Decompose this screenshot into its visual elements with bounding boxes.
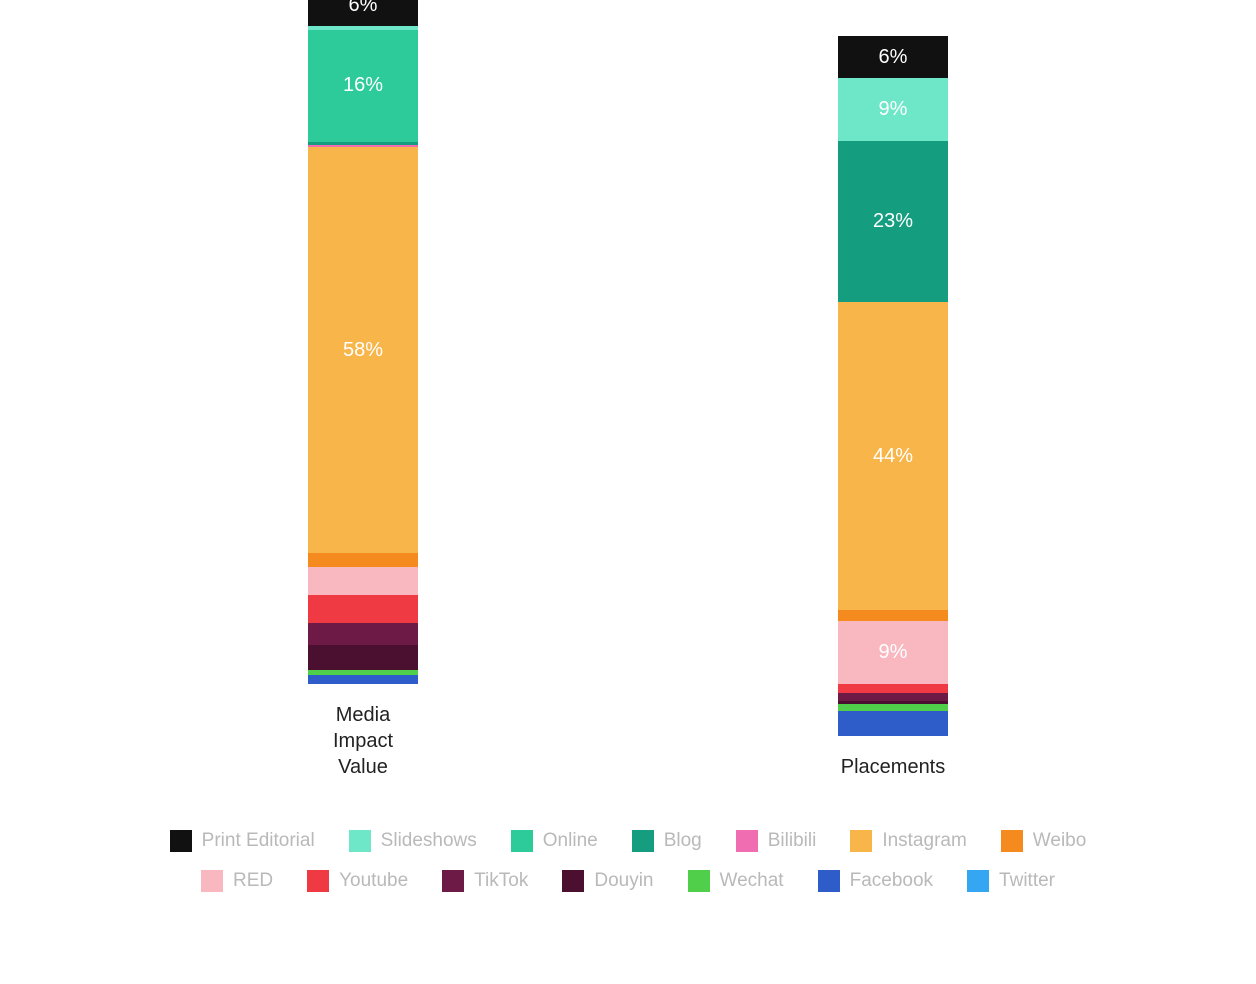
legend-swatch-bilibili xyxy=(736,830,758,852)
bar-column-placements: 6% 9% 23% 44% 9% Placements xyxy=(838,36,948,780)
legend-swatch-instagram xyxy=(850,830,872,852)
bar-column-miv: 6% 16% 58% MediaImpactValue xyxy=(308,0,418,780)
segment-miv-instagram: 58% xyxy=(308,147,418,553)
segment-placements-weibo xyxy=(838,610,948,621)
legend-swatch-blog xyxy=(632,830,654,852)
chart-legend: Print Editorial Slideshows Online Blog Bilib… xyxy=(78,830,1178,892)
legend-label: Weibo xyxy=(1033,830,1087,852)
legend-swatch-weibo xyxy=(1001,830,1023,852)
legend-label: Online xyxy=(543,830,598,852)
segment-placements-red: 9% xyxy=(838,621,948,684)
segment-label: 23% xyxy=(873,210,913,233)
segment-placements-instagram: 44% xyxy=(838,302,948,610)
legend-item-twitter[interactable]: Twitter xyxy=(967,870,1055,892)
segment-placements-print_editorial: 6% xyxy=(838,36,948,78)
legend-swatch-twitter xyxy=(967,870,989,892)
segment-label: 9% xyxy=(879,641,908,664)
segment-miv-tiktok xyxy=(308,623,418,645)
legend-item-blog[interactable]: Blog xyxy=(632,830,702,852)
legend-swatch-online xyxy=(511,830,533,852)
segment-placements-blog: 23% xyxy=(838,141,948,302)
legend-item-douyin[interactable]: Douyin xyxy=(562,870,653,892)
bars-area: 6%16%58%MediaImpactValue6%9%23%44%9%Plac… xyxy=(0,80,1256,780)
segment-label: 9% xyxy=(879,98,908,121)
legend-label: Douyin xyxy=(594,870,653,892)
segment-label: 44% xyxy=(873,445,913,468)
legend-label: Youtube xyxy=(339,870,408,892)
segment-miv-online: 16% xyxy=(308,30,418,142)
legend-swatch-slideshows xyxy=(349,830,371,852)
stacked-bar-placements: 6% 9% 23% 44% 9% xyxy=(838,36,948,736)
legend-item-red[interactable]: RED xyxy=(201,870,273,892)
legend-label: Slideshows xyxy=(381,830,477,852)
legend-swatch-tiktok xyxy=(442,870,464,892)
stacked-bar-miv: 6% 16% 58% xyxy=(308,0,418,684)
legend-item-online[interactable]: Online xyxy=(511,830,598,852)
legend-label: Twitter xyxy=(999,870,1055,892)
segment-placements-youtube xyxy=(838,684,948,693)
legend-item-weibo[interactable]: Weibo xyxy=(1001,830,1087,852)
segment-miv-facebook xyxy=(308,675,418,684)
segment-miv-red xyxy=(308,567,418,595)
legend-item-slideshows[interactable]: Slideshows xyxy=(349,830,477,852)
legend-label: Print Editorial xyxy=(202,830,315,852)
legend-item-bilibili[interactable]: Bilibili xyxy=(736,830,817,852)
legend-label: RED xyxy=(233,870,273,892)
legend-item-tiktok[interactable]: TikTok xyxy=(442,870,528,892)
legend-label: TikTok xyxy=(474,870,528,892)
segment-label: 6% xyxy=(349,0,378,17)
segment-miv-youtube xyxy=(308,595,418,623)
legend-swatch-print_editorial xyxy=(170,830,192,852)
stacked-bar-chart: 6% 16% 58% MediaImpactValue 6% 9% 23% 44% 9% Plac… xyxy=(0,0,1256,984)
legend-swatch-wechat xyxy=(688,870,710,892)
bar-label-miv: MediaImpactValue xyxy=(333,702,393,780)
legend-swatch-youtube xyxy=(307,870,329,892)
legend-swatch-facebook xyxy=(818,870,840,892)
segment-miv-print_editorial: 6% xyxy=(308,0,418,26)
legend-swatch-red xyxy=(201,870,223,892)
segment-label: 58% xyxy=(343,339,383,362)
legend-item-facebook[interactable]: Facebook xyxy=(818,870,933,892)
segment-label: 16% xyxy=(343,74,383,97)
segment-miv-weibo xyxy=(308,553,418,567)
segment-placements-wechat xyxy=(838,704,948,711)
legend-label: Instagram xyxy=(882,830,966,852)
segment-placements-tiktok xyxy=(838,693,948,701)
legend-swatch-douyin xyxy=(562,870,584,892)
legend-item-youtube[interactable]: Youtube xyxy=(307,870,408,892)
legend-label: Facebook xyxy=(850,870,933,892)
segment-placements-facebook xyxy=(838,711,948,736)
legend-label: Bilibili xyxy=(768,830,817,852)
legend-item-wechat[interactable]: Wechat xyxy=(688,870,784,892)
legend-label: Blog xyxy=(664,830,702,852)
legend-item-print_editorial[interactable]: Print Editorial xyxy=(170,830,315,852)
legend-item-instagram[interactable]: Instagram xyxy=(850,830,966,852)
bar-label-placements: Placements xyxy=(841,754,946,780)
segment-placements-slideshows: 9% xyxy=(838,78,948,141)
legend-label: Wechat xyxy=(720,870,784,892)
segment-miv-douyin xyxy=(308,645,418,670)
segment-label: 6% xyxy=(879,46,908,69)
